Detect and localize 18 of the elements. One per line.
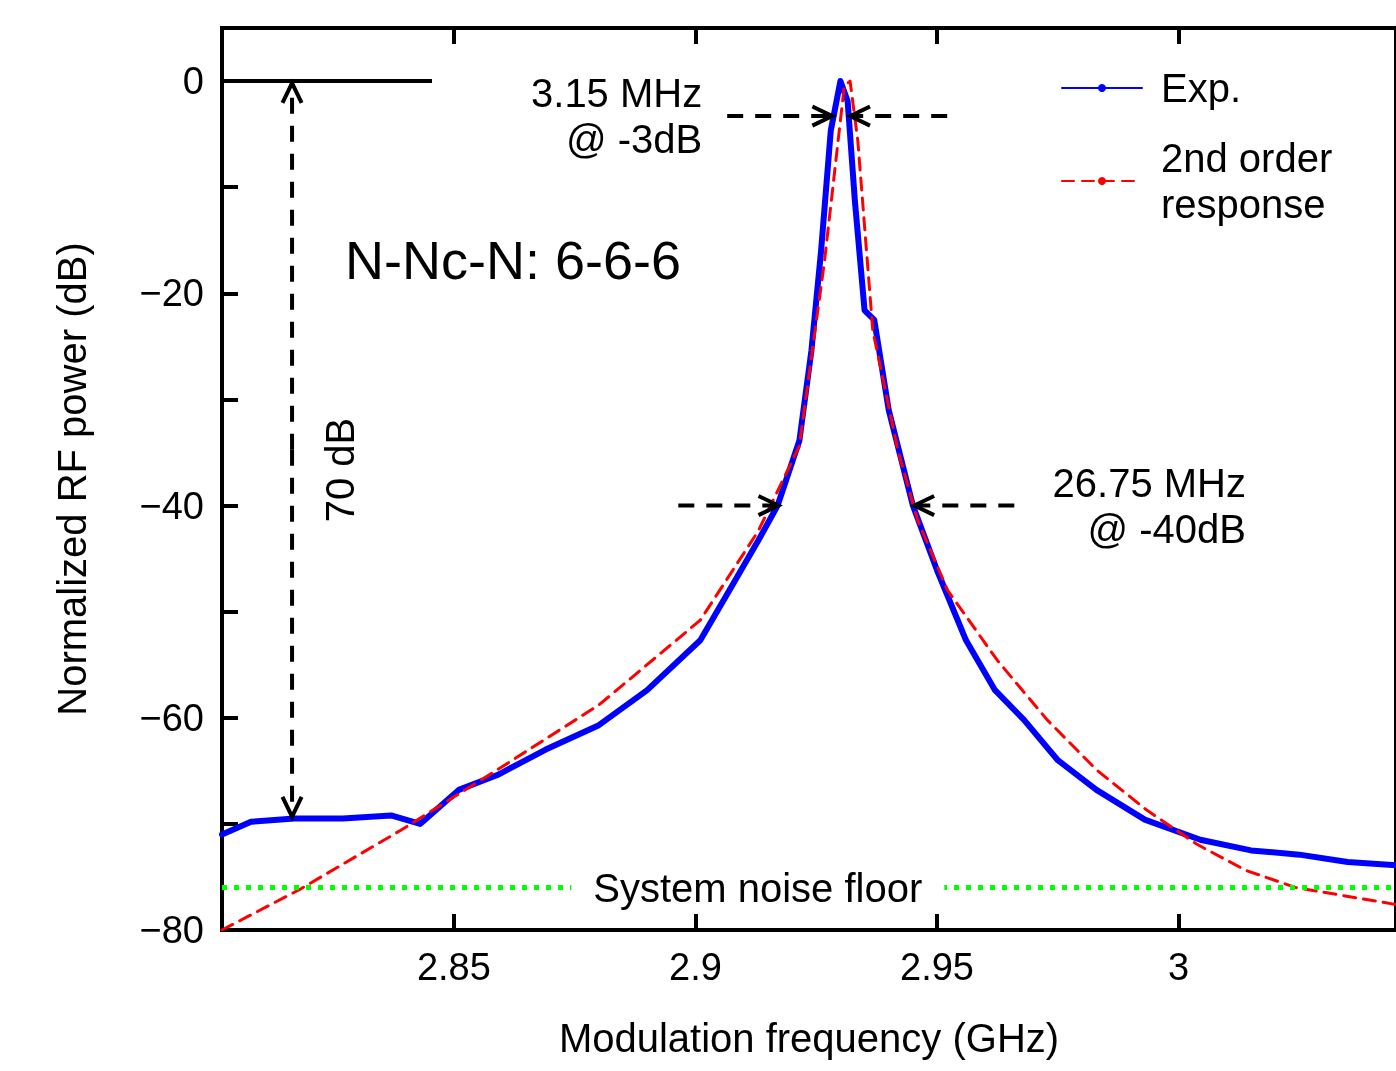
- y-tick-label: −80: [139, 909, 204, 951]
- y-axis-title: Normalized RF power (dB): [50, 242, 94, 716]
- y-tick-label: −20: [139, 272, 204, 315]
- y-tick-label: 0: [182, 60, 204, 103]
- annotation: N-Nc-N: 6-6-6: [345, 230, 682, 290]
- x-tick-label: 3: [1168, 946, 1190, 988]
- annotation: 3.15 MHz @ -3dB: [531, 71, 703, 162]
- x-tick-label: 2.85: [416, 946, 491, 988]
- x-tick-label: 2.9: [669, 946, 722, 988]
- ref-line-label: System noise floor: [593, 865, 923, 910]
- legend-label: 2nd order response: [1161, 136, 1344, 226]
- legend-label: Exp.: [1161, 66, 1242, 110]
- y-tick-label: −40: [139, 484, 204, 527]
- x-tick-label: 2.95: [900, 946, 975, 988]
- y-tick-label: −60: [139, 696, 204, 739]
- x-axis-title: Modulation frequency (GHz): [558, 1016, 1060, 1060]
- annotation: 26.75 MHz @ -40dB: [1052, 460, 1246, 551]
- annotation: 70 dB: [318, 417, 363, 523]
